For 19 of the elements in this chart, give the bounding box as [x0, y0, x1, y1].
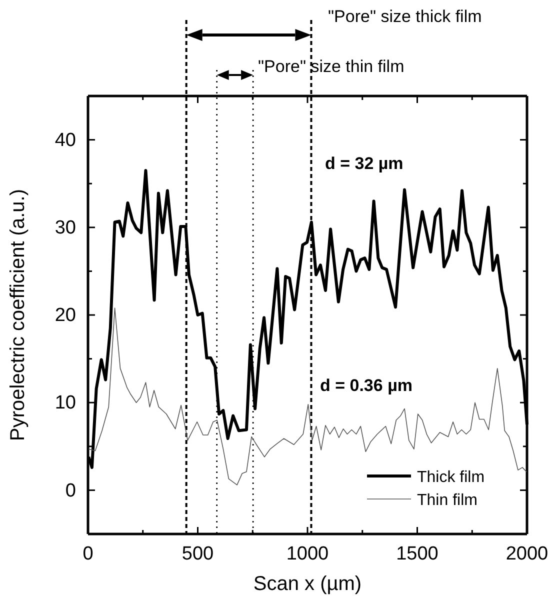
y-tick-label: 40: [54, 130, 76, 151]
y-axis-title: Pyroelectric coefficient (a.u.): [7, 189, 29, 441]
x-tick-label: 0: [82, 543, 94, 564]
x-tick-label: 500: [182, 543, 214, 564]
x-axis-title: Scan x (µm): [253, 573, 362, 595]
x-tick-label: 2000: [506, 543, 548, 564]
x-tick-label: 1500: [396, 543, 438, 564]
y-tick-label: 10: [54, 392, 76, 414]
legend-label: Thin film: [417, 492, 478, 509]
annotation: d = 0.36 µm: [320, 376, 412, 395]
y-tick-label: 30: [54, 217, 76, 238]
text: "Pore" size thick film: [328, 7, 482, 26]
y-tick-label: 0: [65, 480, 76, 502]
legend-label: Thick film: [417, 469, 485, 486]
text: "Pore" size thin film: [258, 57, 404, 76]
x-tick-label: 1000: [286, 543, 329, 564]
annotation: d = 32 µm: [325, 154, 404, 173]
y-tick-label: 20: [54, 305, 76, 326]
line-series: [88, 308, 527, 486]
